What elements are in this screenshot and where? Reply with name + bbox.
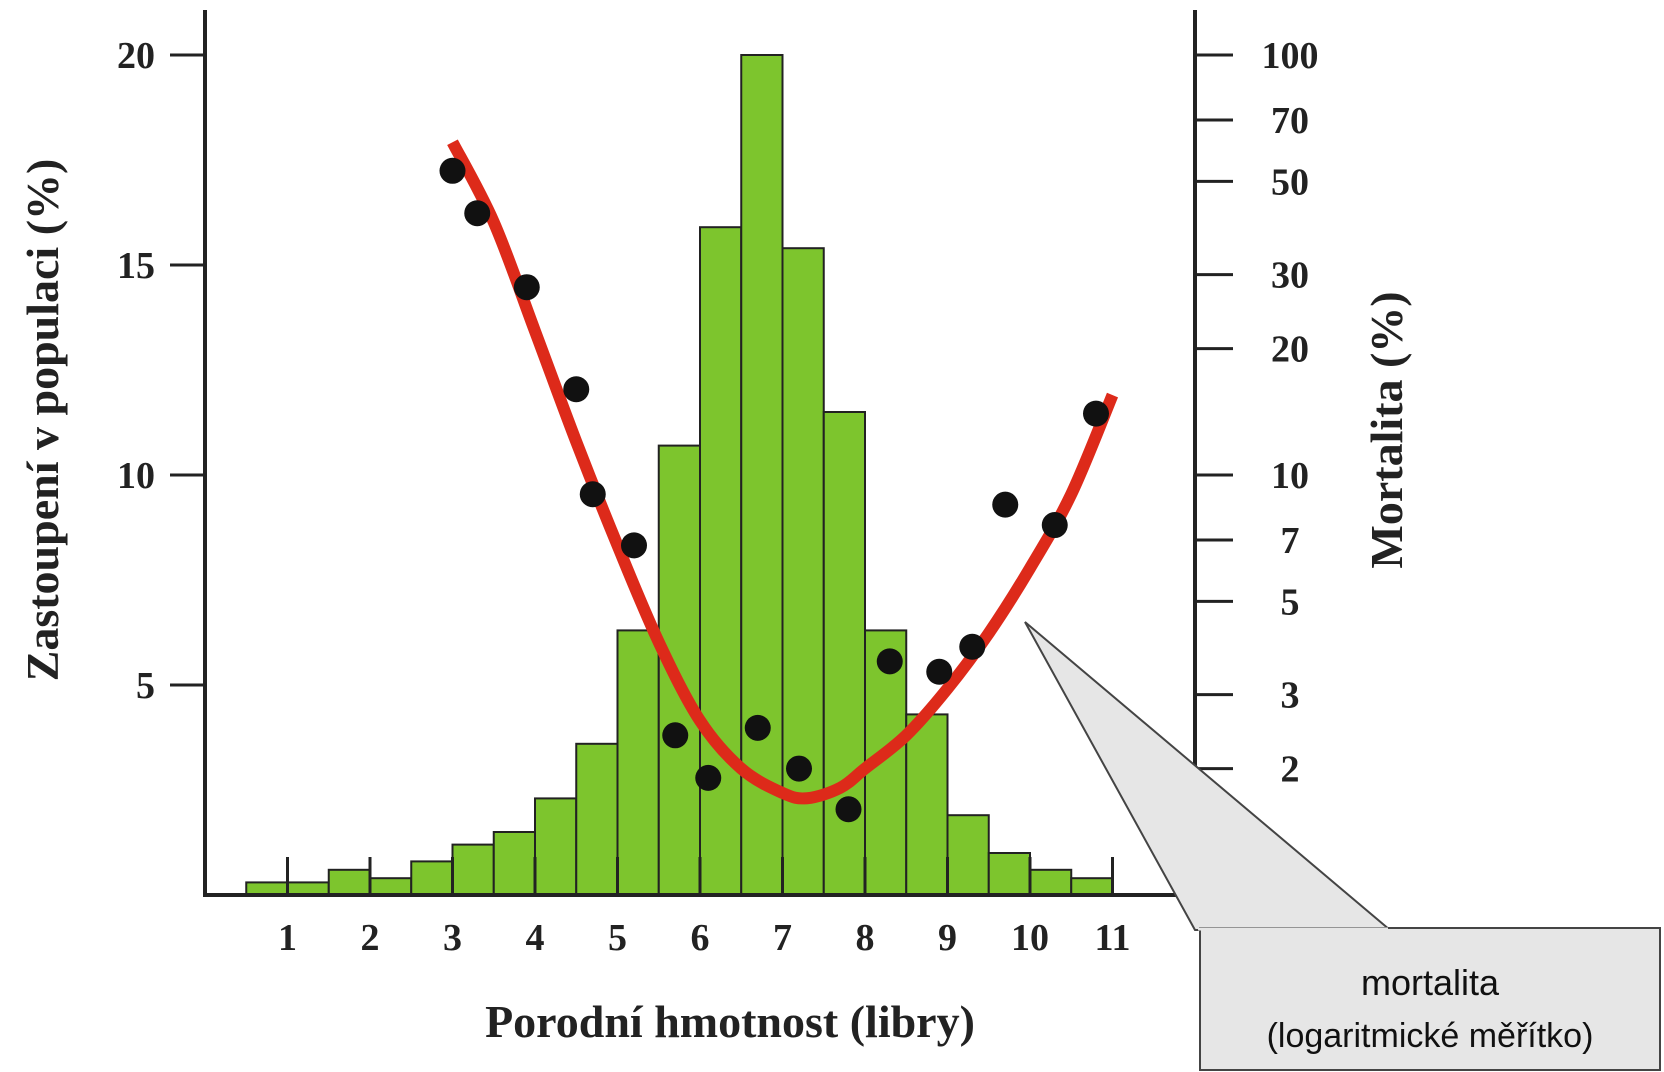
mortality-point <box>563 376 590 403</box>
x-tick-label: 10 <box>1011 917 1049 959</box>
y2-tick-label: 5 <box>1281 581 1300 623</box>
mortality-point <box>1041 512 1068 539</box>
histogram-bar <box>905 713 949 897</box>
histogram-bar <box>575 742 619 896</box>
y2-tick-label: 3 <box>1281 675 1300 717</box>
x-axis-ticks: 1 2 3 4 5 6 7 8 9 10 11 <box>278 857 1130 959</box>
x-tick-label: 2 <box>361 917 380 959</box>
mortality-point <box>439 157 466 184</box>
histogram-bar <box>534 797 578 897</box>
y2-tick-label: 100 <box>1262 35 1319 77</box>
mortality-point <box>744 714 771 741</box>
y-tick-label: 5 <box>136 665 155 707</box>
histogram-bar <box>492 831 536 896</box>
mortality-curve-group <box>447 139 1119 805</box>
mortality-point <box>876 648 903 675</box>
y2-axis-ticks: 2 3 5 7 10 20 30 50 70 100 <box>1195 35 1319 791</box>
histogram-bar <box>616 629 660 897</box>
histogram-bar <box>946 814 990 897</box>
mortality-point <box>621 532 647 559</box>
histogram-bar <box>369 877 413 897</box>
x-tick-label: 6 <box>691 917 710 959</box>
histogram-bars <box>245 54 1114 897</box>
x-tick-label: 1 <box>278 917 297 959</box>
y2-tick-label: 20 <box>1271 329 1309 371</box>
histogram-bar <box>327 868 371 896</box>
mortality-point <box>926 658 953 685</box>
y-axis-ticks: 5 10 15 20 <box>117 35 205 707</box>
y2-axis-title: Mortalita (%) <box>1361 291 1412 568</box>
x-tick-label: 4 <box>526 917 545 959</box>
mortality-point <box>513 274 540 301</box>
histogram-bar <box>451 843 495 896</box>
mortality-point <box>786 755 812 782</box>
mortality-points <box>439 157 1109 823</box>
callout-box <box>1199 927 1661 1071</box>
histogram-bar <box>699 226 743 896</box>
x-tick-label: 7 <box>773 917 792 959</box>
y2-tick-label: 30 <box>1271 255 1309 297</box>
histogram-bar <box>410 860 454 897</box>
x-tick-label: 9 <box>938 917 957 959</box>
y-tick-label: 15 <box>117 245 155 287</box>
y2-tick-label: 2 <box>1281 749 1300 791</box>
histogram-bar <box>1070 877 1114 897</box>
histogram-bar <box>987 852 1031 896</box>
callout-line-1: mortalita <box>1361 962 1500 1003</box>
x-tick-label: 3 <box>443 917 462 959</box>
mortality-point <box>1083 400 1109 427</box>
mortality-point <box>992 491 1019 518</box>
x-axis-title: Porodní hmotnost (libry) <box>485 996 975 1047</box>
mortality-point <box>579 481 606 508</box>
y2-tick-label: 70 <box>1271 100 1309 142</box>
y-tick-label: 10 <box>117 455 155 497</box>
y-axis-title: Zastoupení v populaci (%) <box>17 159 68 682</box>
y2-tick-label: 10 <box>1271 455 1309 497</box>
y-tick-label: 20 <box>117 35 155 77</box>
mortality-point <box>959 633 986 660</box>
mortality-curve <box>447 139 1119 805</box>
x-tick-label: 8 <box>856 917 875 959</box>
x-tick-label: 5 <box>608 917 627 959</box>
histogram-bar <box>1029 868 1073 896</box>
mortality-point <box>662 722 689 749</box>
y2-tick-label: 50 <box>1271 161 1309 203</box>
callout-line-2: (logaritmické měřítko) <box>1267 1017 1594 1055</box>
x-tick-label: 11 <box>1095 917 1131 959</box>
mortality-point <box>695 764 722 791</box>
histogram-bar <box>657 444 701 896</box>
histogram-bar <box>822 411 866 896</box>
mortality-point <box>835 796 862 823</box>
callout: mortalita (logaritmické měřítko) <box>1024 621 1661 1071</box>
mortality-point <box>464 200 491 227</box>
y2-tick-label: 7 <box>1281 520 1300 562</box>
